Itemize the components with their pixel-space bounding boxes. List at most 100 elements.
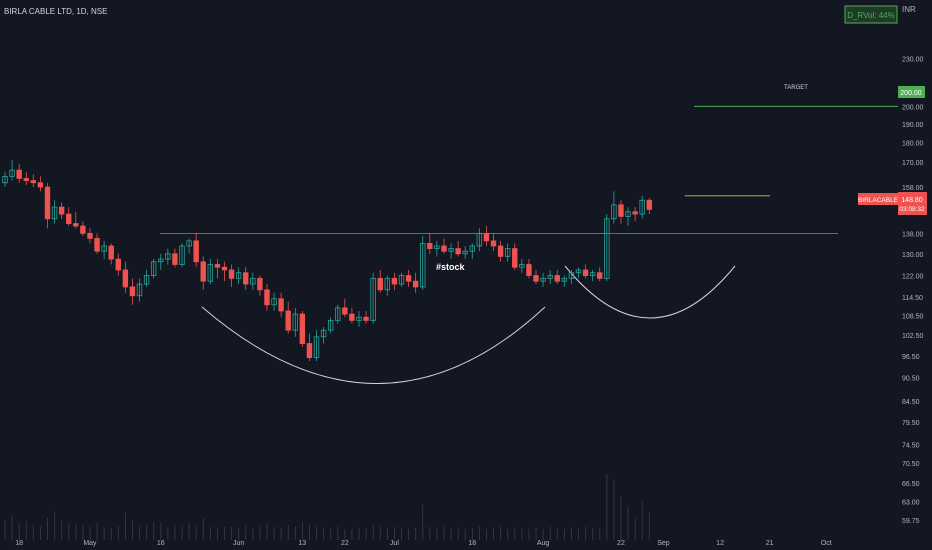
volume-bar bbox=[287, 524, 289, 540]
chart-title: BIRLA CABLE LTD, 1D, NSE bbox=[4, 7, 107, 16]
candle-body bbox=[575, 269, 582, 274]
volume-bar bbox=[535, 527, 537, 540]
candle-body bbox=[115, 258, 121, 271]
x-tick-label: 22 bbox=[617, 540, 625, 547]
volume-bar bbox=[429, 526, 431, 540]
candle-body bbox=[292, 313, 298, 331]
volume-bar bbox=[528, 529, 530, 540]
candle bbox=[136, 278, 143, 302]
candle bbox=[490, 233, 497, 252]
candle-body bbox=[30, 180, 37, 184]
candle-body bbox=[165, 253, 171, 260]
volume-bar bbox=[309, 524, 310, 540]
y-tick-label: 114.50 bbox=[902, 295, 923, 302]
volume-bar bbox=[18, 523, 20, 540]
candle-body bbox=[526, 264, 532, 276]
candle-body bbox=[200, 261, 206, 282]
candle-body bbox=[639, 199, 645, 215]
y-tick-label: 190.00 bbox=[902, 122, 924, 129]
candle-body bbox=[540, 277, 546, 282]
candle bbox=[526, 259, 532, 279]
time-axis[interactable]: 18 May 16 Jun 13 22 Jul 18 Aug 22 Sep 12 21 Oct bbox=[15, 540, 832, 547]
candle bbox=[299, 310, 306, 348]
hashtag-label: #stock bbox=[436, 262, 466, 272]
candle-body bbox=[179, 245, 185, 265]
candle-body bbox=[122, 269, 129, 288]
candle bbox=[356, 310, 362, 327]
symbol-badge-text: BIRLACABLE bbox=[858, 197, 899, 204]
candle bbox=[264, 284, 270, 311]
candle bbox=[94, 233, 100, 254]
candle bbox=[80, 221, 86, 236]
candle-body bbox=[207, 264, 214, 282]
volume-bar bbox=[54, 511, 56, 540]
x-tick-label: 18 bbox=[15, 540, 23, 547]
candle-body bbox=[512, 248, 518, 268]
candle bbox=[363, 310, 369, 324]
candle bbox=[257, 275, 263, 296]
candle bbox=[632, 207, 638, 222]
x-tick-label: 16 bbox=[157, 540, 165, 547]
volume-bar bbox=[386, 527, 388, 540]
target-price-text: 200.00 bbox=[900, 90, 922, 97]
volume-bar bbox=[365, 529, 367, 540]
candle-body bbox=[547, 275, 553, 279]
candle bbox=[122, 261, 129, 293]
candle bbox=[554, 269, 560, 285]
symbol-badge: BIRLACABLE bbox=[858, 193, 899, 205]
volume-bar bbox=[153, 522, 155, 540]
candle bbox=[370, 272, 376, 324]
volume-bar bbox=[415, 527, 417, 540]
candle bbox=[165, 248, 171, 265]
candle bbox=[108, 243, 114, 265]
volume-bar bbox=[344, 529, 346, 540]
volume-bar bbox=[217, 527, 218, 540]
candle-body bbox=[589, 272, 596, 276]
price-axis[interactable]: 230.00210.00200.00190.00180.00170.00158.… bbox=[902, 57, 924, 525]
volume-bar bbox=[620, 496, 622, 540]
candle bbox=[285, 301, 291, 334]
volume-bar bbox=[117, 525, 119, 540]
candle-body bbox=[568, 272, 575, 279]
volume-bar bbox=[450, 529, 452, 540]
candle-body bbox=[377, 277, 383, 291]
volume-bar bbox=[556, 529, 558, 540]
volume-bar bbox=[457, 527, 459, 540]
candle bbox=[313, 330, 320, 362]
candle bbox=[568, 269, 575, 285]
volume-bar bbox=[394, 526, 395, 540]
x-tick-label: 22 bbox=[341, 540, 349, 547]
x-tick-label: Jun bbox=[233, 540, 244, 547]
candle-body bbox=[193, 240, 199, 263]
candle-body bbox=[448, 248, 454, 252]
candle-body bbox=[412, 280, 419, 288]
y-tick-label: 90.50 bbox=[902, 376, 920, 383]
candle-body bbox=[94, 237, 100, 252]
y-tick-label: 79.50 bbox=[902, 420, 920, 427]
volume-bar bbox=[231, 526, 233, 540]
y-tick-label: 74.50 bbox=[902, 442, 920, 449]
candle-body bbox=[143, 275, 150, 285]
candle-body bbox=[73, 223, 79, 227]
candle-body bbox=[632, 211, 638, 215]
volume-bar bbox=[25, 521, 27, 540]
volume-bar bbox=[280, 527, 282, 540]
candle bbox=[2, 172, 8, 188]
volume-bar bbox=[578, 529, 579, 540]
candle bbox=[405, 269, 412, 287]
volume-bar bbox=[132, 520, 133, 540]
x-tick-label: Jul bbox=[390, 540, 399, 547]
rvol-badge[interactable]: D_RVol: 44% bbox=[844, 5, 898, 24]
candle-body bbox=[434, 245, 440, 249]
candle bbox=[597, 267, 603, 282]
candle bbox=[589, 269, 596, 282]
volume-bar bbox=[330, 529, 332, 540]
candle-body bbox=[504, 248, 511, 257]
volume-bar bbox=[195, 526, 197, 540]
volume-bar bbox=[443, 526, 445, 540]
candle-body bbox=[278, 298, 284, 312]
candle-body bbox=[533, 275, 539, 282]
y-tick-label: 59.75 bbox=[902, 518, 920, 525]
candle-body bbox=[101, 245, 107, 252]
